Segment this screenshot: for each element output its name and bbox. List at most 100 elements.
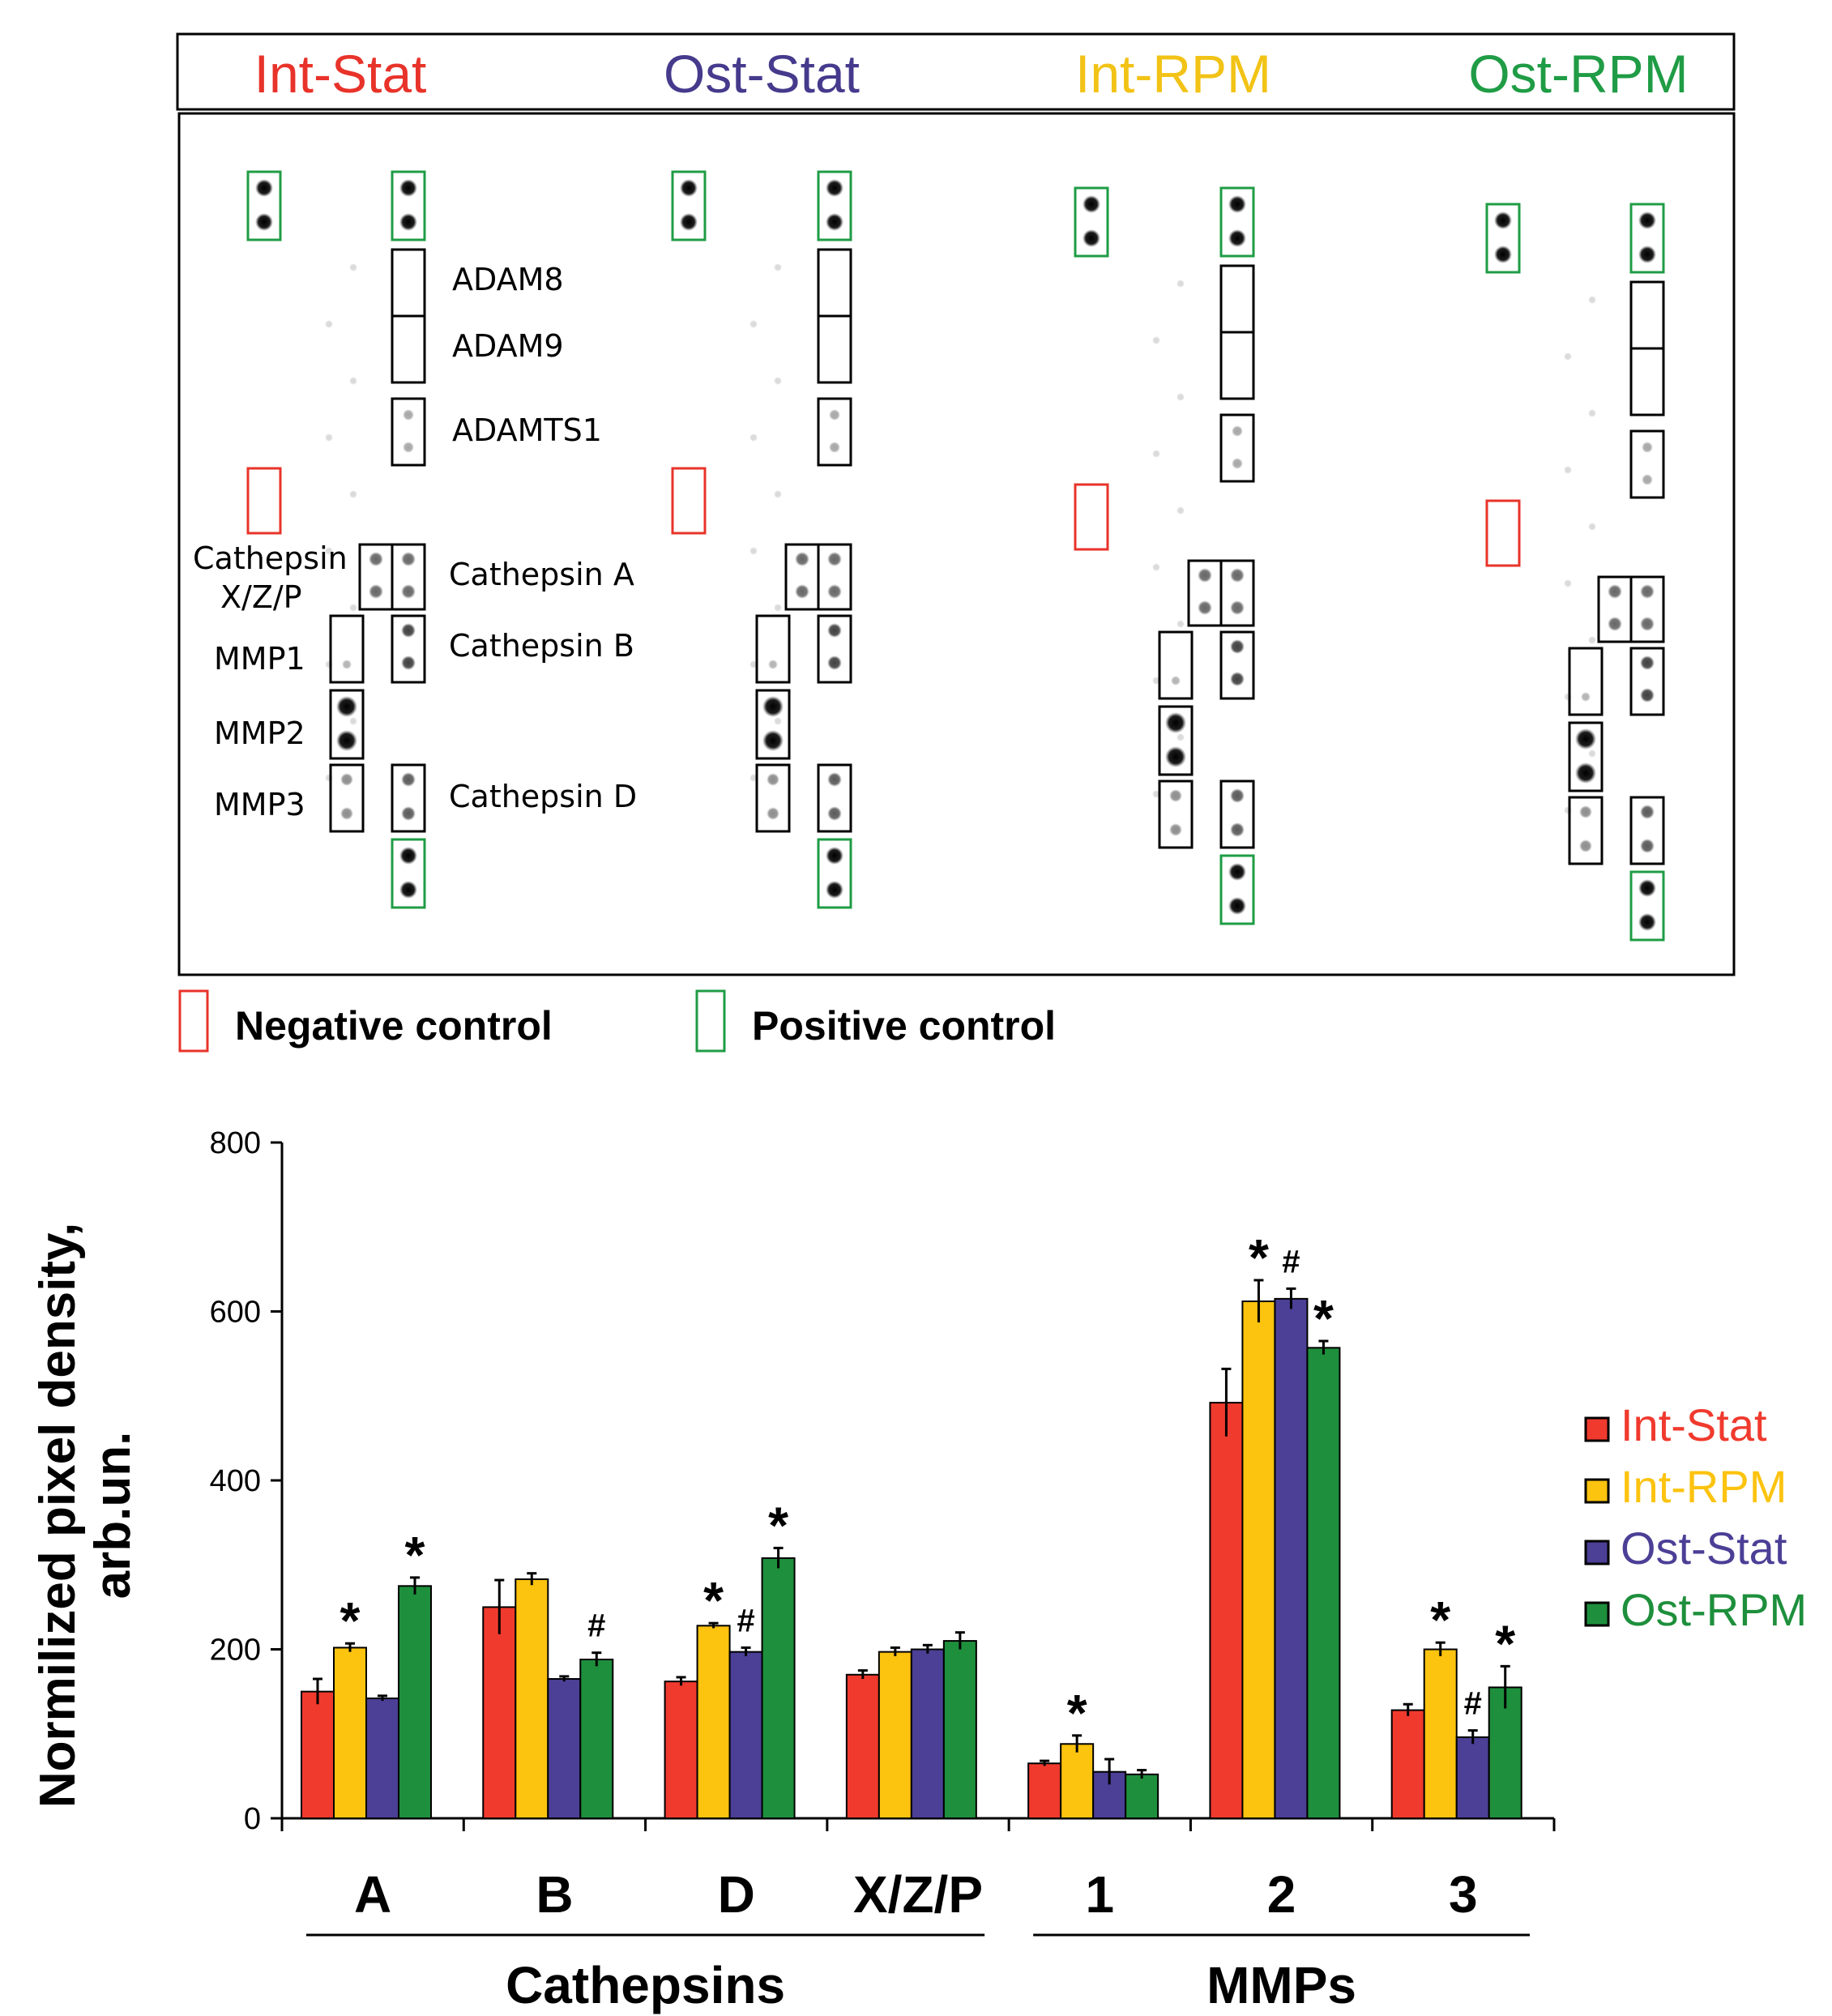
bar-ost-stat-2 bbox=[728, 1651, 763, 1819]
mmp2-box-1 bbox=[755, 689, 791, 760]
adam9-box-3 bbox=[1629, 347, 1665, 416]
spot bbox=[1579, 839, 1592, 852]
significance-marker-5: * bbox=[768, 1496, 788, 1554]
faint-spot bbox=[349, 604, 357, 612]
pos-ctrl-box-2-b bbox=[1219, 854, 1255, 925]
bar-int-rpm-5 bbox=[1241, 1300, 1276, 1819]
faint-spot bbox=[325, 434, 333, 442]
faint-spot bbox=[749, 320, 758, 328]
spot bbox=[826, 213, 843, 231]
x-category-label-4: 1 bbox=[1085, 1865, 1114, 1924]
spot bbox=[768, 660, 778, 669]
cathepsin-d-box-2 bbox=[1219, 779, 1255, 849]
label-adamts1: ADAMTS1 bbox=[452, 412, 602, 448]
bar-ost-stat-3 bbox=[910, 1648, 945, 1819]
spot bbox=[1581, 692, 1591, 702]
spot bbox=[1228, 897, 1246, 915]
faint-spot bbox=[1564, 466, 1572, 474]
spot bbox=[680, 213, 698, 231]
adamts1-box-0 bbox=[391, 397, 426, 467]
x-category-label-6: 3 bbox=[1449, 1865, 1478, 1924]
adamts1-box-1 bbox=[817, 397, 852, 467]
cathepsin-a-box-1 bbox=[817, 543, 852, 611]
x-category-label-2: D bbox=[718, 1865, 755, 1924]
spot bbox=[1642, 442, 1653, 453]
spot bbox=[827, 806, 842, 821]
mmp2-box-3 bbox=[1568, 721, 1604, 792]
spot bbox=[255, 213, 273, 231]
spot bbox=[1638, 879, 1656, 897]
spot bbox=[762, 730, 784, 751]
spot bbox=[1228, 229, 1246, 247]
bar-chart: Normilized pixel density, arb.un. 0 200 40… bbox=[30, 1126, 1556, 2014]
cathepsin-b-box-1 bbox=[817, 614, 852, 684]
faint-spot bbox=[749, 547, 758, 555]
bar-int-rpm-3 bbox=[878, 1651, 912, 1819]
label-mmp2: MMP2 bbox=[214, 715, 305, 751]
header-int-stat: Int-Stat bbox=[254, 44, 427, 104]
spot bbox=[1171, 676, 1181, 686]
mmp3-box-0 bbox=[329, 763, 365, 833]
label-cathepsin-b: Cathepsin B bbox=[449, 628, 634, 664]
faint-spot bbox=[1152, 450, 1160, 458]
pos-ctrl-box-3-tr bbox=[1629, 203, 1665, 274]
spot bbox=[340, 807, 353, 820]
spot bbox=[1232, 458, 1243, 469]
label-mmp1: MMP1 bbox=[214, 641, 305, 677]
faint-spot bbox=[349, 490, 357, 498]
significance-marker-9: * bbox=[1313, 1289, 1334, 1348]
bar-int-stat-3 bbox=[845, 1673, 880, 1819]
spot bbox=[829, 442, 840, 453]
bar-ost-rpm-3 bbox=[942, 1640, 977, 1819]
faint-spot bbox=[1152, 563, 1160, 571]
faint-spot bbox=[1176, 506, 1185, 515]
faint-spot bbox=[1176, 620, 1185, 628]
spot bbox=[1638, 246, 1656, 263]
legend-swatch-ost-stat bbox=[1584, 1540, 1610, 1565]
faint-spot bbox=[1176, 280, 1185, 288]
spot bbox=[827, 772, 842, 787]
y-tick-label: 600 bbox=[210, 1296, 261, 1330]
pos-ctrl-box-3-tl bbox=[1485, 203, 1521, 274]
spot bbox=[1230, 639, 1245, 654]
faint-spot bbox=[1588, 750, 1596, 758]
bar-int-rpm-0 bbox=[333, 1647, 367, 1820]
bar-ost-rpm-2 bbox=[761, 1557, 796, 1820]
mmp1-box-2 bbox=[1158, 630, 1194, 700]
spot bbox=[336, 696, 357, 717]
spot bbox=[1230, 672, 1245, 686]
spot bbox=[401, 772, 416, 787]
faint-spot bbox=[349, 717, 357, 725]
bar-int-rpm-1 bbox=[515, 1578, 549, 1820]
spot bbox=[1165, 712, 1186, 733]
spot bbox=[1169, 789, 1182, 802]
spot bbox=[1169, 823, 1182, 836]
faint-spot bbox=[774, 490, 782, 498]
spot bbox=[826, 179, 843, 197]
bar-ost-rpm-0 bbox=[398, 1585, 432, 1819]
pos-ctrl-box-2-tr bbox=[1219, 186, 1255, 258]
x-category-label-3: X/Z/P bbox=[853, 1865, 983, 1924]
spot bbox=[767, 773, 779, 786]
faint-spot bbox=[1588, 636, 1596, 644]
significance-marker-7: * bbox=[1249, 1228, 1269, 1287]
adamts1-box-2 bbox=[1219, 413, 1255, 483]
bar-ost-rpm-4 bbox=[1125, 1773, 1159, 1820]
y-axis-label-line2: arb.un. bbox=[85, 1432, 141, 1600]
cathepsin-a-box-2 bbox=[1219, 559, 1255, 627]
chart-legend: Int-Stat Int-RPM Ost-Stat Ost-RPM bbox=[1584, 1399, 1807, 1635]
bar-int-stat-6 bbox=[1390, 1709, 1425, 1820]
significance-marker-11: # bbox=[1464, 1686, 1482, 1722]
cathepsin-d-box-1 bbox=[817, 763, 852, 833]
spot bbox=[401, 623, 416, 638]
faint-spot bbox=[1564, 352, 1572, 361]
significance-marker-3: * bbox=[703, 1571, 724, 1629]
significance-marker-1: * bbox=[405, 1526, 425, 1584]
faint-spot bbox=[774, 604, 782, 612]
significance-marker-10: * bbox=[1430, 1591, 1450, 1649]
faint-spot bbox=[1588, 409, 1596, 417]
faint-spot bbox=[1152, 336, 1160, 344]
spot bbox=[795, 552, 809, 566]
bar-int-stat-2 bbox=[664, 1681, 698, 1819]
label-cathepsin-xzp-line2: X/Z/P bbox=[220, 579, 302, 615]
